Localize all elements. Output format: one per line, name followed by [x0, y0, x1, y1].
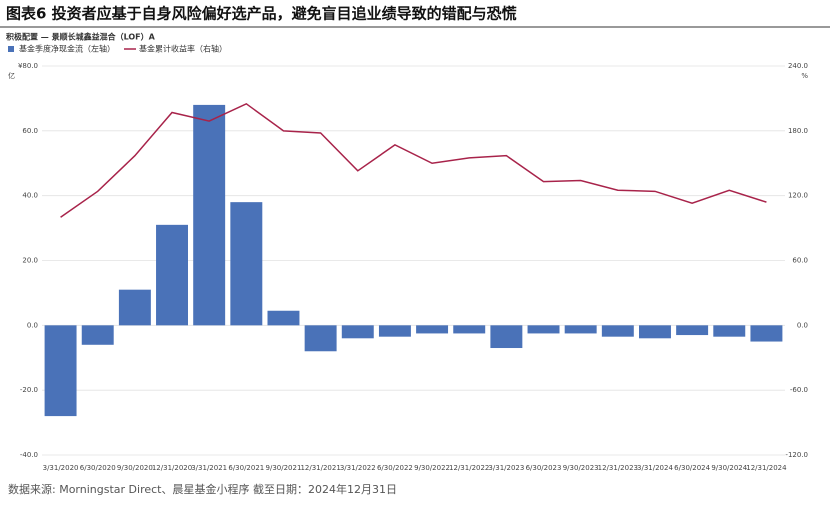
x-tick-label: 12/31/2023 [598, 464, 638, 472]
bar [304, 325, 337, 352]
bar [490, 325, 523, 349]
y2-tick-label: 120.0 [788, 192, 808, 200]
x-tick-label: 9/30/2021 [266, 464, 302, 472]
y2-tick-label: 0.0 [797, 321, 808, 329]
x-tick-label: 12/31/2022 [449, 464, 489, 472]
bar [341, 325, 374, 339]
x-tick-label: 3/31/2020 [43, 464, 79, 472]
y2-axis-unit: % [801, 72, 808, 80]
y-tick-label: -20.0 [20, 386, 38, 394]
bar [750, 325, 783, 342]
y2-tick-label: 180.0 [788, 127, 808, 135]
y-tick-label: 40.0 [22, 192, 38, 200]
x-tick-label: 9/30/2022 [414, 464, 450, 472]
y2-tick-label: -60.0 [790, 386, 808, 394]
x-tick-label: 3/31/2024 [637, 464, 673, 472]
y-tick-label: ¥80.0 [18, 62, 38, 70]
x-tick-label: 3/31/2023 [488, 464, 524, 472]
bar [193, 104, 226, 326]
x-tick-label: 3/31/2021 [191, 464, 227, 472]
source-note: 数据来源: Morningstar Direct、晨星基金小程序 截至日期：20… [8, 482, 397, 496]
bar [44, 325, 77, 417]
legend-label: 基金累计收益率（右轴） [139, 44, 227, 54]
x-tick-label: 3/31/2022 [340, 464, 376, 472]
bar [81, 325, 114, 345]
bar [639, 325, 671, 339]
y-tick-label: 20.0 [22, 257, 38, 265]
x-tick-label: 9/30/2023 [563, 464, 599, 472]
bar [713, 325, 746, 337]
legend-label: 基金季度净现金流（左轴） [19, 44, 115, 54]
x-tick-label: 12/31/2020 [152, 464, 192, 472]
bar [527, 325, 560, 334]
bar [378, 325, 411, 337]
bar [118, 289, 151, 326]
bar [601, 325, 634, 337]
y2-tick-label: 60.0 [792, 257, 808, 265]
y-axis-unit: 亿 [8, 71, 15, 80]
line-series [60, 102, 767, 218]
x-tick-label: 9/30/2024 [711, 464, 747, 472]
legend-swatch [8, 46, 14, 52]
bar [676, 325, 709, 336]
x-tick-label: 6/30/2024 [674, 464, 710, 472]
x-tick-label: 6/30/2020 [80, 464, 116, 472]
chart-subtitle: 积极配置 — 景顺长城鑫益混合（LOF）A [6, 32, 156, 42]
bar [267, 310, 300, 326]
bar [564, 325, 597, 334]
bar [156, 224, 188, 326]
x-tick-label: 9/30/2020 [117, 464, 153, 472]
bar [230, 202, 263, 326]
y-tick-label: 60.0 [22, 127, 38, 135]
y-tick-label: -40.0 [20, 451, 38, 459]
bar [416, 325, 449, 334]
y2-tick-label: 240.0 [788, 62, 808, 70]
x-tick-label: 6/30/2022 [377, 464, 413, 472]
y2-tick-label: -120.0 [785, 451, 808, 459]
x-tick-label: 12/31/2021 [300, 464, 340, 472]
y-tick-label: 0.0 [27, 321, 38, 329]
x-tick-label: 12/31/2024 [746, 464, 787, 472]
bar [453, 325, 486, 334]
chart-title: 图表6 投资者应基于自身风险偏好选产品，避免盲目追业绩导致的错配与恐慌 [6, 5, 517, 23]
x-tick-label: 6/30/2021 [228, 464, 264, 472]
x-tick-label: 6/30/2023 [526, 464, 562, 472]
